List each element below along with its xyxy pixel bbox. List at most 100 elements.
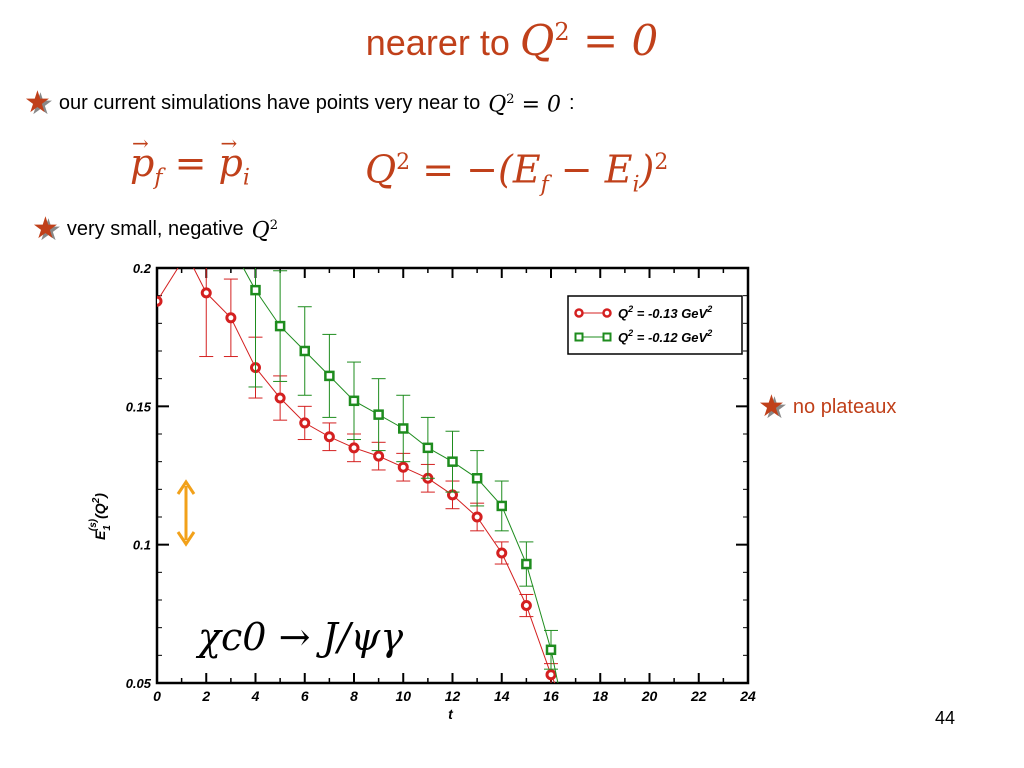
chart-annotation: χc0 → J/ψγ — [195, 615, 403, 659]
eq2-minus: − E — [548, 147, 633, 192]
momentum-equation: pf = pi — [130, 118, 250, 204]
bullet-simulations: ★ our current simulations have points ve… — [24, 86, 575, 119]
eq2-sub1: f — [540, 172, 549, 198]
y-axis-label-part: (Q — [92, 503, 108, 519]
slide-title: nearer to Q2 = 0 — [0, 6, 1024, 69]
bullet-plateaux: ★ no plateaux — [758, 392, 896, 422]
data-point-circle — [200, 287, 212, 299]
arrow-head-down-icon — [176, 531, 196, 547]
bullet-negative: ★ very small, negative Q2 — [32, 212, 278, 245]
bullet1-math-rhs: = 0 — [521, 92, 561, 118]
eq1-equals: = — [162, 141, 219, 185]
legend-marker-square — [574, 332, 584, 342]
data-point-circle — [348, 442, 360, 454]
title-math-rhs: = 0 — [582, 16, 659, 65]
eq2-q: Q — [365, 147, 397, 192]
x-tick-label: 8 — [350, 688, 358, 704]
plot-area — [157, 268, 559, 683]
x-tick-label: 16 — [543, 688, 559, 704]
legend-label-part: 2 — [706, 328, 712, 338]
x-tick-label: 18 — [592, 688, 608, 704]
y-tick-label: 0.1 — [133, 538, 151, 553]
star-icon: ★ — [32, 211, 59, 245]
y-axis-label-part: 2 — [91, 497, 102, 504]
data-point-square — [373, 409, 384, 420]
data-point-square — [250, 284, 261, 296]
legend-box — [567, 295, 743, 355]
x-tick-label: 14 — [494, 688, 510, 704]
eq2-close: ) — [639, 147, 655, 192]
data-point-circle — [157, 295, 163, 307]
legend-label: Q2 = -0.12 GeV2 — [618, 328, 712, 345]
eq2-close-exp: 2 — [654, 150, 669, 175]
data-point-square — [471, 473, 483, 484]
data-point-square — [496, 500, 507, 512]
title-math-exp: 2 — [554, 18, 570, 46]
arrow-head-up-icon — [176, 479, 196, 495]
x-tick-label: 12 — [445, 688, 461, 704]
data-point-square — [348, 395, 360, 407]
eq2-exp: 2 — [396, 150, 411, 175]
data-point-circle — [373, 450, 385, 462]
legend-label-part: 2 — [706, 304, 712, 314]
data-point-circle — [471, 511, 483, 523]
x-tick-label: 10 — [395, 688, 411, 704]
bullet1-math-exp: 2 — [506, 92, 515, 107]
eq1-rhs-sub: i — [242, 165, 250, 191]
eq1-lhs-sub: f — [154, 165, 163, 191]
data-point-circle — [323, 431, 335, 443]
bullet3-text: no plateaux — [792, 396, 897, 418]
y-axis-label-part: E — [92, 530, 108, 540]
legend-label-part: = -0.13 GeV — [633, 306, 708, 321]
pi-vector: pi — [218, 118, 250, 204]
bullet1-text: our current simulations have points very… — [58, 91, 481, 114]
bullet1-colon: : — [569, 91, 575, 114]
x-tick-label: 22 — [690, 688, 707, 704]
legend-label-part: = -0.12 GeV — [633, 330, 708, 345]
data-point-circle — [274, 392, 286, 404]
legend-label-part: Q — [618, 306, 628, 321]
star-icon: ★ — [24, 85, 51, 119]
legend-label-part: 2 — [627, 328, 633, 338]
title-math-q: Q — [519, 16, 555, 65]
pf-vector: pf — [130, 118, 163, 204]
y-axis-label-part: ) — [92, 493, 108, 500]
data-point-circle — [545, 669, 557, 681]
data-point-circle — [225, 312, 237, 324]
data-point-circle — [299, 417, 311, 429]
q2-equation: Q2 = −(Ef − Ei)2 — [365, 138, 668, 210]
bullet1-math-q: Q — [488, 92, 507, 118]
y-axis-label-part: (s) — [88, 518, 99, 531]
x-tick-label: 24 — [739, 688, 756, 704]
x-axis-label: t — [448, 706, 454, 722]
data-point-square — [324, 370, 335, 382]
bullet2-math-q: Q — [251, 218, 270, 244]
page-number: 44 — [935, 708, 956, 728]
eq2-mid: = −(E — [410, 147, 541, 192]
data-point-circle — [397, 461, 409, 473]
eq2-sub2: i — [632, 172, 640, 198]
legend-marker-square — [602, 332, 612, 342]
x-tick-label: 4 — [251, 688, 260, 704]
y-tick-label: 0.05 — [126, 676, 152, 691]
data-point-circle — [496, 547, 508, 559]
y-axis-label-part: 1 — [102, 525, 113, 531]
bullet2-math-exp: 2 — [269, 218, 278, 233]
star-icon: ★ — [758, 390, 785, 423]
data-point-square — [398, 423, 409, 434]
data-point-square — [274, 320, 286, 332]
legend-label-part: 2 — [627, 304, 633, 314]
series-line-0 — [157, 268, 556, 683]
x-tick-label: 6 — [301, 688, 309, 704]
legend-marker-circle — [574, 308, 584, 318]
bullet2-math: Q2 — [252, 212, 278, 245]
legend-label-part: Q — [618, 330, 628, 345]
y-tick-label: 0.15 — [126, 399, 152, 414]
data-point-circle — [520, 600, 532, 612]
bullet1-math: Q2 = 0 — [488, 86, 561, 119]
data-point-square — [299, 345, 310, 357]
data-point-square — [422, 442, 434, 454]
x-tick-label: 20 — [641, 688, 658, 704]
title-text: nearer to — [365, 22, 510, 63]
